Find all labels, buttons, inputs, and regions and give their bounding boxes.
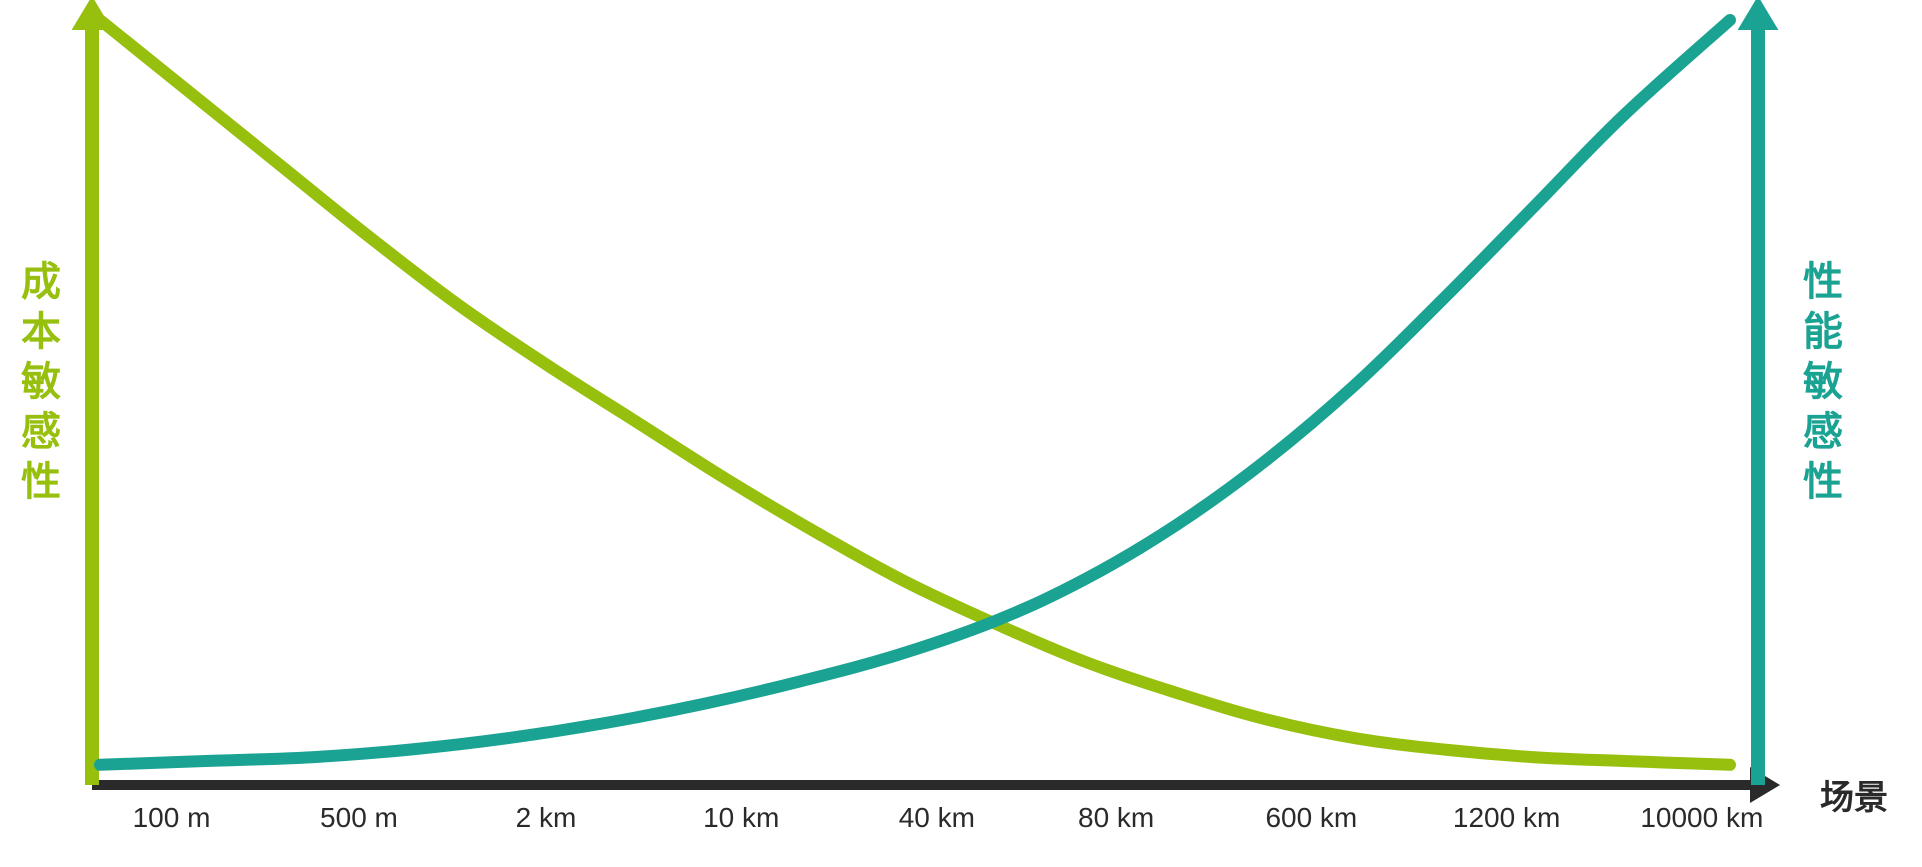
- x-tick-label: 80 km: [1078, 802, 1154, 834]
- y-axis-left-label: 成本敏感性: [8, 260, 66, 510]
- x-tick-label: 500 m: [320, 802, 398, 834]
- x-tick-label: 10 km: [703, 802, 779, 834]
- series-performance_sensitivity: [100, 20, 1730, 765]
- x-tick-label: 10000 km: [1640, 802, 1763, 834]
- x-tick-label: 2 km: [516, 802, 577, 834]
- x-tick-label: 40 km: [899, 802, 975, 834]
- chart-canvas: [0, 0, 1922, 867]
- sensitivity-chart: 成本敏感性 性能敏感性 场景 100 m 500 m 2 km 10 km 40 km 8…: [0, 0, 1922, 867]
- x-tick-label: 600 km: [1265, 802, 1357, 834]
- y-axis-right-label: 性能敏感性: [1790, 260, 1848, 510]
- x-axis-label: 场景: [1820, 770, 1888, 819]
- x-tick-label: 1200 km: [1453, 802, 1560, 834]
- x-tick-label: 100 m: [133, 802, 211, 834]
